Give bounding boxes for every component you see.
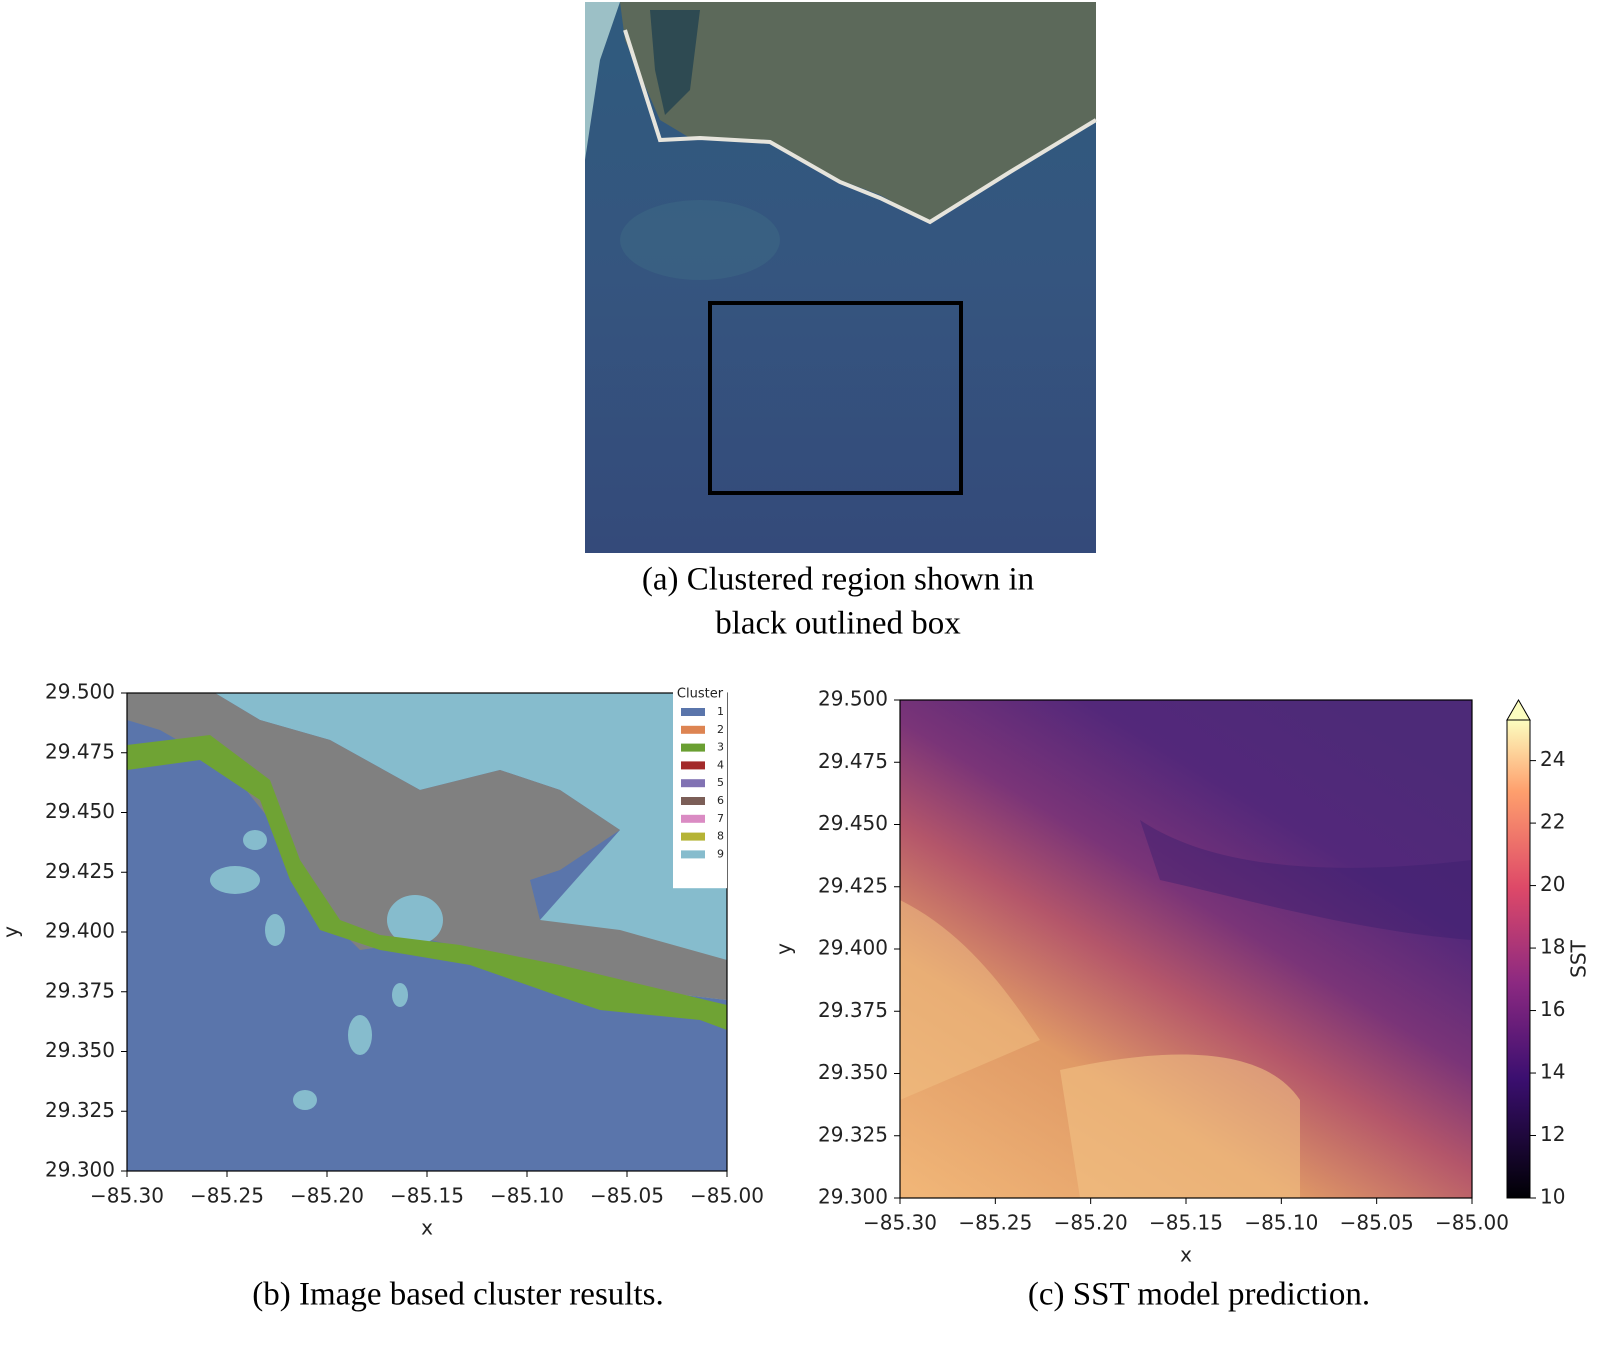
y-tick-label: 29.375 — [45, 978, 115, 1002]
colorbar-tick-label: 12 — [1540, 1122, 1565, 1146]
x-tick-label: −85.30 — [863, 1211, 937, 1235]
y-tick-label: 29.300 — [818, 1185, 888, 1209]
y-tick-label: 29.325 — [818, 1122, 888, 1146]
x-tick-label: −85.10 — [490, 1184, 564, 1208]
legend-label: 9 — [717, 847, 724, 860]
colorbar — [1506, 719, 1531, 1199]
legend-swatch — [681, 725, 705, 734]
legend-label: 4 — [717, 758, 724, 771]
legend-swatch — [681, 761, 705, 770]
y-axis-label: y — [772, 943, 796, 955]
x-tick-label: −85.30 — [90, 1184, 164, 1208]
y-tick-label: 29.450 — [45, 799, 115, 823]
satellite-image — [585, 2, 1098, 553]
y-tick-label: 29.500 — [45, 680, 115, 704]
y-tick-label: 29.425 — [818, 873, 888, 897]
sst-map — [900, 700, 1472, 1198]
x-tick-label: −85.20 — [290, 1184, 364, 1208]
legend-label: 8 — [717, 830, 724, 843]
x-tick-label: −85.15 — [1149, 1211, 1223, 1235]
cluster-map — [127, 693, 727, 1171]
y-tick-label: 29.400 — [45, 919, 115, 943]
x-tick-label: −85.20 — [1054, 1211, 1128, 1235]
x-tick-label: −85.25 — [190, 1184, 264, 1208]
colorbar-label: SST — [1567, 939, 1591, 977]
x-tick-label: −85.00 — [690, 1184, 764, 1208]
x-tick-label: −85.10 — [1244, 1211, 1318, 1235]
legend-swatch — [681, 832, 705, 841]
y-tick-label: 29.450 — [818, 811, 888, 835]
caption: (b) Image based cluster results. — [252, 1277, 663, 1313]
legend-swatch — [681, 779, 705, 788]
legend-swatch — [681, 797, 705, 805]
legend-swatch — [681, 708, 705, 716]
clustered-region-box — [708, 301, 963, 495]
legend-label: 5 — [717, 776, 724, 789]
y-axis-label: y — [0, 926, 23, 938]
colorbar-tick-label: 22 — [1540, 810, 1565, 834]
caption: (c) SST model prediction. — [1028, 1277, 1370, 1313]
x-tick-label: −85.05 — [1340, 1211, 1414, 1235]
legend-title: Cluster — [677, 687, 724, 702]
y-tick-label: 29.375 — [818, 998, 888, 1022]
y-tick-label: 29.350 — [818, 1060, 888, 1084]
legend-label: 2 — [717, 723, 724, 736]
legend-label: 7 — [717, 812, 724, 825]
legend-swatch — [681, 850, 705, 859]
x-axis-label: x — [421, 1216, 433, 1240]
legend-swatch — [681, 743, 705, 752]
y-tick-label: 29.475 — [45, 739, 115, 763]
y-tick-label: 29.500 — [818, 687, 888, 711]
x-tick-label: −85.05 — [590, 1184, 664, 1208]
y-tick-label: 29.300 — [45, 1158, 115, 1182]
colorbar-tick-label: 16 — [1540, 997, 1565, 1021]
colorbar-tick-label: 24 — [1540, 747, 1565, 771]
legend-label: 6 — [717, 794, 724, 807]
colorbar-extend — [1506, 698, 1531, 721]
x-tick-label: −85.25 — [958, 1211, 1032, 1235]
y-tick-label: 29.400 — [818, 936, 888, 960]
x-axis-label: x — [1180, 1243, 1192, 1267]
legend-label: 3 — [717, 741, 724, 754]
colorbar-tick-label: 14 — [1540, 1060, 1565, 1084]
y-tick-label: 29.350 — [45, 1038, 115, 1062]
x-tick-label: −85.00 — [1435, 1211, 1509, 1235]
y-tick-label: 29.425 — [45, 859, 115, 883]
caption: black outlined box — [715, 606, 961, 642]
colorbar-tick-label: 10 — [1540, 1185, 1565, 1209]
caption: (a) Clustered region shown in — [642, 562, 1034, 598]
colorbar-tick-label: 18 — [1540, 935, 1565, 959]
colorbar-tick-label: 20 — [1540, 872, 1565, 896]
y-tick-label: 29.475 — [818, 749, 888, 773]
legend-swatch — [681, 814, 705, 823]
y-tick-label: 29.325 — [45, 1098, 115, 1122]
legend-label: 1 — [717, 705, 724, 718]
x-tick-label: −85.15 — [390, 1184, 464, 1208]
